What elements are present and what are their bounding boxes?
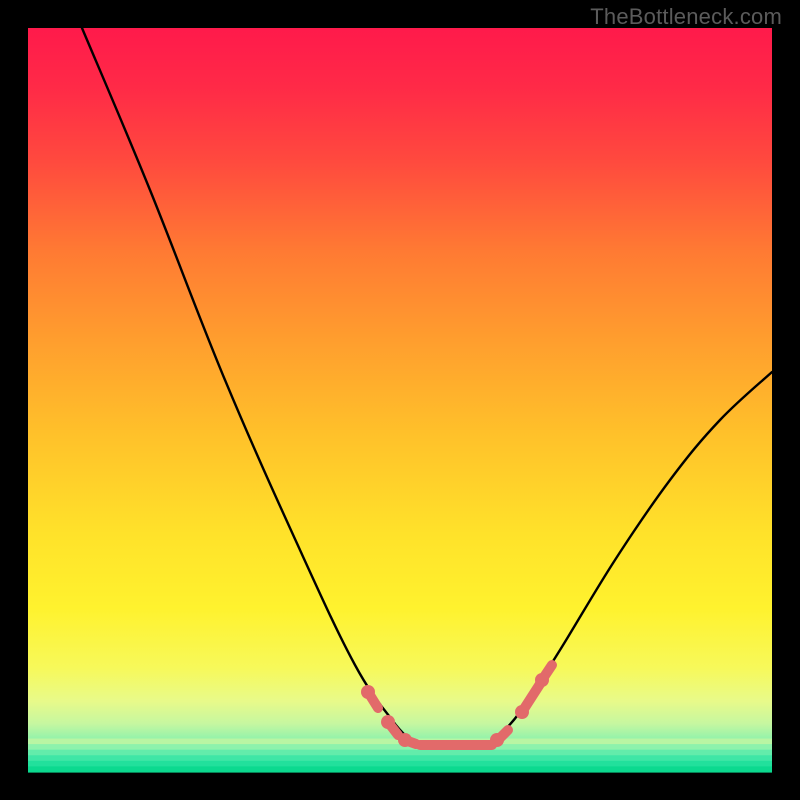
plot-background-gradient [28,28,772,772]
source-watermark: TheBottleneck.com [590,4,782,30]
chart-stage: TheBottleneck.com [0,0,800,800]
